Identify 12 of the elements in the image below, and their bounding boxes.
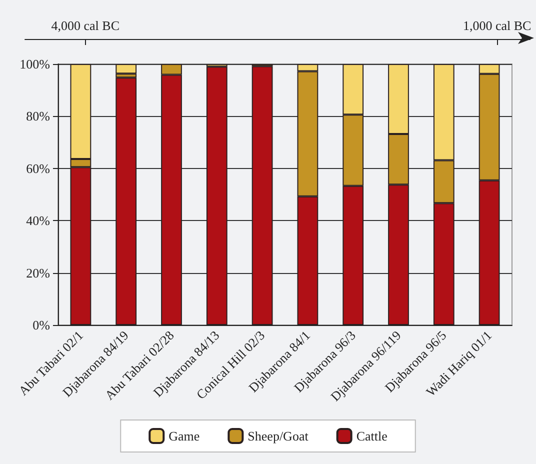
y-tick-label: 20%: [26, 265, 50, 280]
y-tick-label: 100%: [20, 56, 50, 72]
y-tick-label: 80%: [26, 108, 50, 124]
legend-label: Sheep/Goat: [248, 428, 309, 444]
x2-tick-label: 1,000 cal BC: [462, 18, 532, 33]
legend-label: Cattle: [356, 428, 388, 444]
y-tick-label: 60%: [26, 160, 50, 176]
y-tick-label: 0%: [32, 318, 50, 332]
x2-tick-label: 4,000 cal BC: [51, 18, 120, 33]
y-tick-label: 40%: [26, 213, 50, 228]
legend-label: Game: [168, 428, 200, 444]
bar: [116, 64, 137, 74]
